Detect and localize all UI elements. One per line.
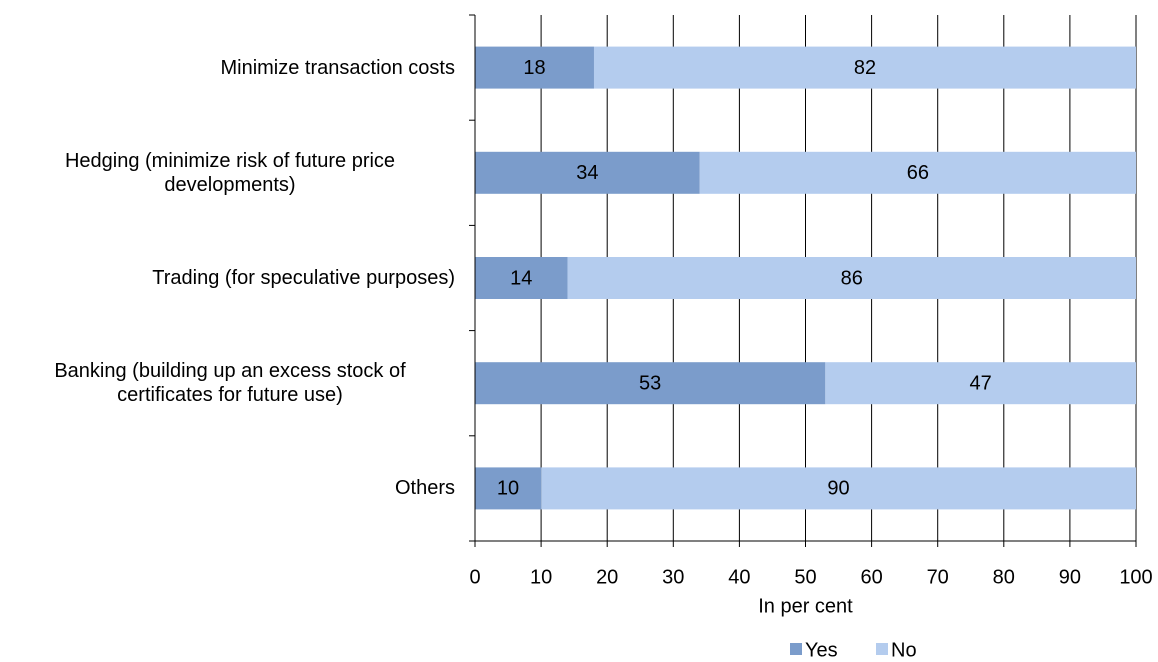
data-label: 10 bbox=[497, 478, 519, 500]
y-tick-label-text: Banking (building up an excess stock of … bbox=[54, 360, 406, 407]
y-tick-label: Banking (building up an excess stock of … bbox=[0, 359, 455, 407]
x-tick-label: 20 bbox=[596, 566, 618, 588]
x-tick-label: 100 bbox=[1119, 566, 1152, 588]
bar-segment bbox=[475, 362, 826, 405]
y-tick-label-text: Hedging (minimize risk of future price d… bbox=[64, 149, 396, 196]
data-label: 66 bbox=[907, 162, 929, 184]
bar-segment bbox=[541, 467, 1136, 510]
bar-segment bbox=[475, 46, 594, 89]
legend-label: Yes bbox=[805, 639, 838, 661]
legend-swatch bbox=[790, 643, 802, 655]
x-tick-label: 0 bbox=[469, 566, 480, 588]
bar-segment bbox=[593, 46, 1136, 89]
bar-segment bbox=[699, 151, 1136, 194]
data-label: 90 bbox=[827, 478, 849, 500]
data-label: 53 bbox=[639, 372, 661, 394]
bar-segment bbox=[475, 257, 568, 299]
bar-segment bbox=[475, 151, 700, 194]
data-label: 18 bbox=[523, 57, 545, 79]
y-tick-label: Hedging (minimize risk of future price d… bbox=[0, 149, 455, 197]
y-tick-label: Others bbox=[0, 476, 455, 500]
bar-segment bbox=[475, 467, 542, 510]
y-tick-label: Trading (for speculative purposes) bbox=[0, 266, 455, 290]
data-label: 14 bbox=[510, 267, 532, 289]
y-tick-label: Minimize transaction costs bbox=[0, 56, 455, 80]
legend-label: No bbox=[891, 639, 917, 661]
y-tick-label-text: Minimize transaction costs bbox=[220, 56, 455, 79]
x-tick-label: 80 bbox=[993, 566, 1015, 588]
bar-segment bbox=[825, 362, 1136, 405]
legend-swatch bbox=[876, 643, 888, 655]
bar-segment bbox=[567, 257, 1136, 299]
data-label: 47 bbox=[970, 372, 992, 394]
y-tick-label-text: Trading (for speculative purposes) bbox=[152, 267, 455, 289]
x-tick-label: 60 bbox=[860, 566, 882, 588]
x-tick-label: 30 bbox=[662, 566, 684, 588]
x-tick-label: 90 bbox=[1059, 566, 1081, 588]
x-tick-label: 10 bbox=[530, 566, 552, 588]
x-tick-label: 50 bbox=[794, 566, 816, 588]
data-label: 82 bbox=[854, 57, 876, 79]
y-tick-label-text: Others bbox=[394, 477, 455, 500]
x-tick-label: 40 bbox=[728, 566, 750, 588]
data-label: 86 bbox=[841, 267, 863, 289]
x-tick-label: 70 bbox=[927, 566, 949, 588]
x-axis-label: In per cent bbox=[758, 595, 853, 617]
data-label: 34 bbox=[576, 162, 598, 184]
